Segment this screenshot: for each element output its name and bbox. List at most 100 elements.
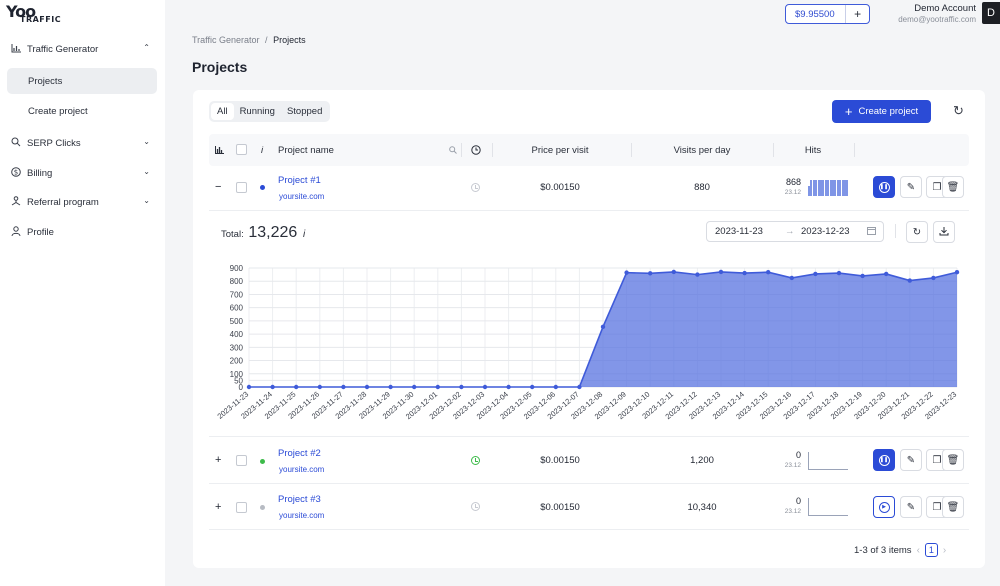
column-divider — [854, 143, 855, 157]
y-tick-label: 100 — [230, 370, 244, 379]
trash-icon: 🗑 — [946, 501, 960, 513]
start-stop-button[interactable]: ❚❚ — [873, 176, 895, 198]
date-from[interactable]: 2023-11-23 — [715, 226, 763, 237]
page-button-1[interactable]: 1 — [924, 543, 938, 557]
copy-icon: ❐ — [932, 454, 942, 466]
start-stop-button[interactable]: ▶ — [873, 496, 895, 518]
row-divider — [209, 436, 969, 437]
next-page-button[interactable]: › — [942, 544, 947, 556]
y-tick-label: 300 — [230, 343, 244, 352]
sparkline-bar — [808, 186, 810, 196]
sidebar-item-referral-program[interactable]: Referral program ⌄ — [10, 193, 150, 211]
visits-per-day: 880 — [694, 181, 710, 193]
sidebar-item-profile[interactable]: Profile — [10, 223, 150, 241]
breadcrumb: Traffic Generator / Projects — [192, 35, 306, 45]
sidebar-item-create-project[interactable]: Create project — [7, 98, 157, 124]
date-to[interactable]: 2023-12-23 — [801, 226, 850, 237]
edit-button[interactable]: ✎ — [900, 449, 922, 471]
add-funds-button[interactable]: + — [845, 5, 869, 23]
row-checkbox[interactable] — [236, 502, 247, 513]
sparkline-bar — [836, 179, 839, 196]
collapse-row-button[interactable]: − — [215, 181, 222, 193]
project-name-link[interactable]: Project #1 — [278, 175, 321, 186]
sidebar-item-serp-clicks[interactable]: SERP Clicks ⌄ — [10, 134, 150, 152]
filter-tab-running[interactable]: Running — [239, 106, 275, 117]
row-checkbox[interactable] — [236, 182, 247, 193]
status-dot — [260, 505, 265, 510]
data-point — [317, 384, 322, 390]
visits-per-day-header: Visits per day — [673, 144, 731, 156]
balance-amount: $9.95500 — [795, 8, 835, 20]
status-dot — [260, 459, 265, 464]
sparkline-bar — [829, 179, 832, 196]
total-value: 13,226 — [248, 224, 298, 241]
sidebar-item-traffic-generator[interactable]: Traffic Generator ⌃ — [10, 40, 150, 58]
refresh-chart-button[interactable]: ↻ — [906, 221, 928, 243]
total-hits: Total: 13,226 i — [221, 224, 305, 242]
project-url-link[interactable]: yoursite.com — [279, 511, 325, 520]
edit-button[interactable]: ✎ — [900, 496, 922, 518]
column-divider — [492, 143, 493, 157]
user-icon — [10, 226, 22, 238]
delete-button[interactable]: 🗑 — [942, 449, 964, 471]
sidebar-item-projects[interactable]: Projects — [7, 68, 157, 94]
create-project-button[interactable]: + Create project — [832, 100, 931, 123]
status-filter: All Running Stopped — [209, 101, 331, 122]
sparkline-bar — [815, 179, 818, 196]
project-name-link[interactable]: Project #2 — [278, 448, 321, 459]
project-name-header: Project name — [278, 144, 334, 156]
pencil-icon: ✎ — [906, 501, 916, 513]
expand-row-button[interactable]: + — [215, 501, 222, 513]
project-url-link[interactable]: yoursite.com — [279, 465, 325, 474]
edit-button[interactable]: ✎ — [900, 176, 922, 198]
copy-icon: ❐ — [932, 501, 942, 513]
prev-page-button[interactable]: ‹ — [916, 544, 920, 556]
sidebar-item-label: Traffic Generator — [27, 43, 99, 55]
sidebar-item-billing[interactable]: $ Billing ⌄ — [10, 164, 150, 182]
data-point — [412, 384, 417, 390]
sparkline-bar — [834, 179, 837, 196]
create-project-label: Create project — [858, 106, 919, 117]
referral-icon — [10, 196, 22, 208]
data-point — [246, 384, 252, 390]
filter-tab-stopped[interactable]: Stopped — [286, 106, 323, 117]
trash-icon: 🗑 — [946, 454, 960, 466]
expand-row-button[interactable]: + — [215, 454, 222, 466]
info-icon[interactable]: i — [302, 229, 306, 240]
schedule-clock-icon — [471, 183, 480, 192]
hits-count: 0 — [795, 450, 801, 460]
app-logo[interactable]: Yoo TRAFFIC — [6, 2, 66, 27]
chart-icon — [10, 43, 22, 55]
sparkline-bar — [812, 179, 815, 196]
sparkline-bar — [810, 179, 813, 196]
delete-button[interactable]: 🗑 — [942, 176, 964, 198]
project-name-link[interactable]: Project #3 — [278, 494, 321, 505]
select-all-checkbox[interactable] — [236, 144, 247, 155]
date-range-picker[interactable]: 2023-11-23 → 2023-12-23 — [706, 221, 884, 242]
data-point — [435, 384, 440, 390]
delete-button[interactable]: 🗑 — [942, 496, 964, 518]
hits-area-chart: 0501002003004005006007008009002023-11-23… — [216, 264, 960, 421]
start-stop-button[interactable]: ❚❚ — [873, 449, 895, 471]
data-point — [482, 384, 488, 390]
account-menu[interactable]: Demo Account demo@yootraffic.com — [898, 3, 976, 24]
search-icon[interactable] — [449, 134, 457, 166]
data-point — [553, 384, 558, 390]
data-point — [813, 271, 818, 277]
logo-text-top: Yoo — [6, 2, 36, 21]
data-point — [459, 384, 464, 390]
breadcrumb-root-link[interactable]: Traffic Generator — [192, 35, 260, 45]
project-url-link[interactable]: yoursite.com — [279, 192, 325, 201]
sidebar-item-label: Billing — [27, 167, 53, 179]
download-button[interactable] — [933, 221, 955, 243]
y-tick-label: 800 — [230, 277, 244, 286]
refresh-icon[interactable]: ↻ — [953, 103, 964, 118]
data-point — [506, 384, 511, 390]
sparkline-bar — [822, 179, 825, 196]
filter-tab-all[interactable]: All — [211, 103, 234, 120]
row-checkbox[interactable] — [236, 455, 247, 466]
chevron-up-icon: ⌃ — [143, 43, 150, 52]
avatar[interactable]: D — [982, 2, 1000, 24]
total-label: Total: — [221, 229, 244, 240]
chart-toggle-icon[interactable] — [215, 134, 224, 166]
